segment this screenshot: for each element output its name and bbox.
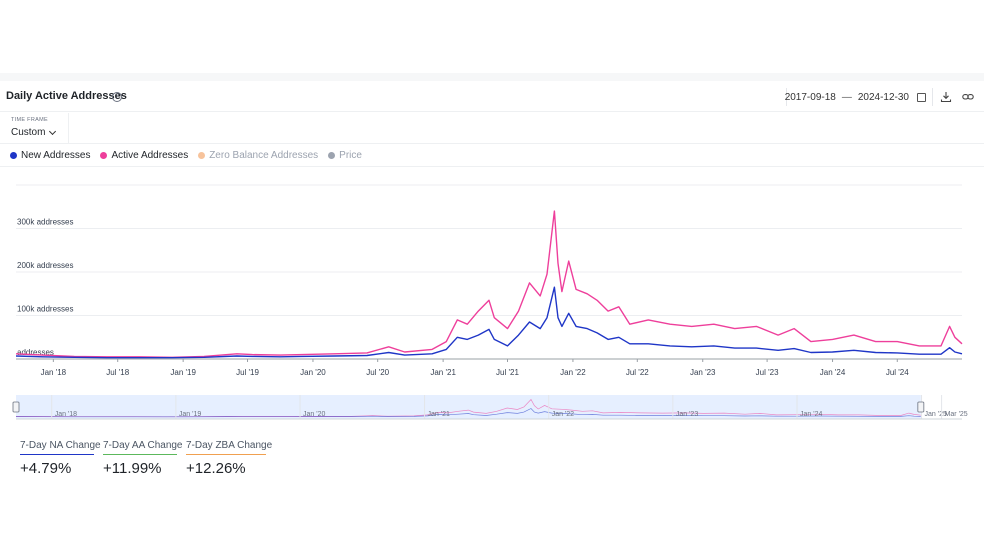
chevron-down-icon [49,127,57,135]
stat-na-change: 7-Day NA Change +4.79% [20,440,101,477]
stat-value: +11.99% [103,460,162,477]
help-icon[interactable]: ? [112,92,122,102]
y-tick-label: addresses [17,348,54,357]
navigator-handle-right[interactable] [917,401,925,413]
y-tick-label: 300k addresses [17,218,73,227]
y-tick-label: 200k addresses [17,261,73,270]
date-separator: — [841,91,852,103]
stat-value: +12.26% [186,460,246,477]
x-tick-label: Jan '21 [430,368,456,377]
legend-label: Price [339,150,362,161]
top-separator [0,73,984,81]
x-tick-label: Jan '19 [170,368,196,377]
legend-dot [328,152,336,159]
x-tick-label: Jul '21 [496,368,519,377]
x-tick-label: Jul '24 [886,368,909,377]
top-band [0,0,984,73]
x-tick-label: Jul '18 [106,368,129,377]
y-tick-label: 100k addresses [17,305,73,314]
timeframe-value: Custom [11,127,46,138]
divider [0,166,984,167]
navigator-label: Jan '19 [179,411,201,418]
link-icon[interactable] [962,91,974,103]
stat-value: +4.79% [20,460,72,477]
x-tick-label: Jul '23 [756,368,779,377]
series-line-new-addresses [15,286,963,359]
x-tick-label: Jul '20 [366,368,389,377]
legend-label: New Addresses [21,150,91,161]
navigator-label: Jan '22 [552,411,574,418]
divider [786,88,787,106]
legend-dot [100,152,108,159]
legend-item-zero-balance-addresses[interactable]: Zero Balance Addresses [198,150,318,161]
legend-label: Active Addresses [111,150,189,161]
navigator-label: Jan '23 [676,411,698,418]
navigator-label: Jan '24 [800,411,822,418]
x-tick-label: Jan '23 [690,368,716,377]
legend-item-new-addresses[interactable]: New Addresses [10,150,90,161]
download-icon[interactable] [940,91,952,103]
navigator-label: Jan '21 [428,411,450,418]
date-range-picker[interactable]: 2017-09-18 — 2024-12-30 [785,87,926,107]
navigator-label: Jan '18 [55,411,77,418]
page-title: Daily Active Addresses [6,90,127,102]
legend-item-price[interactable]: Price [328,150,362,161]
navigator-handle-left[interactable] [12,401,20,413]
x-tick-label: Jan '18 [41,368,67,377]
date-from[interactable]: 2017-09-18 [784,91,836,103]
stats-row: 7-Day NA Change +4.79% 7-Day AA Change +… [20,440,272,477]
timeframe-select[interactable]: Custom [11,127,57,138]
x-tick-label: Jan '24 [820,368,846,377]
stat-zba-change: 7-Day ZBA Change +12.26% [186,440,272,477]
chart-card [0,81,984,554]
navigator-label: Mar '25 [945,411,968,418]
stat-label: 7-Day NA Change [20,440,101,455]
x-tick-label: Jul '19 [236,368,259,377]
stat-label: 7-Day ZBA Change [186,440,272,455]
legend-dot [10,152,17,159]
line-chart: addresses 100k addresses 200k addresses 300… [12,184,968,420]
legend-item-active-addresses[interactable]: Active Addresses [100,150,188,161]
x-tick-label: Jul '22 [626,368,649,377]
navigator-label: Jan '20 [303,411,325,418]
chart-legend: New Addresses Active Addresses Zero Bala… [10,150,362,161]
divider [68,113,69,143]
date-to[interactable]: 2024-12-30 [857,91,909,103]
navigator-line [15,408,921,418]
legend-dot [198,152,206,159]
navigator-label: Jan '25 [925,411,947,418]
divider [0,111,984,112]
x-tick-label: Jan '20 [300,368,326,377]
x-tick-label: Jan '22 [560,368,586,377]
series-line-active-addresses [15,210,963,358]
timeframe-label: TIME FRAME [11,117,48,123]
navigator-selection [16,395,921,419]
stat-label: 7-Day AA Change [103,440,183,455]
stat-aa-change: 7-Day AA Change +11.99% [103,440,183,477]
navigator: Jan '18 Jan '19 Jan '20 Jan '21 Jan '22 Jan '… [12,395,968,420]
divider [932,88,933,106]
legend-label: Zero Balance Addresses [209,150,319,161]
divider [0,143,984,144]
calendar-icon[interactable] [917,92,926,102]
